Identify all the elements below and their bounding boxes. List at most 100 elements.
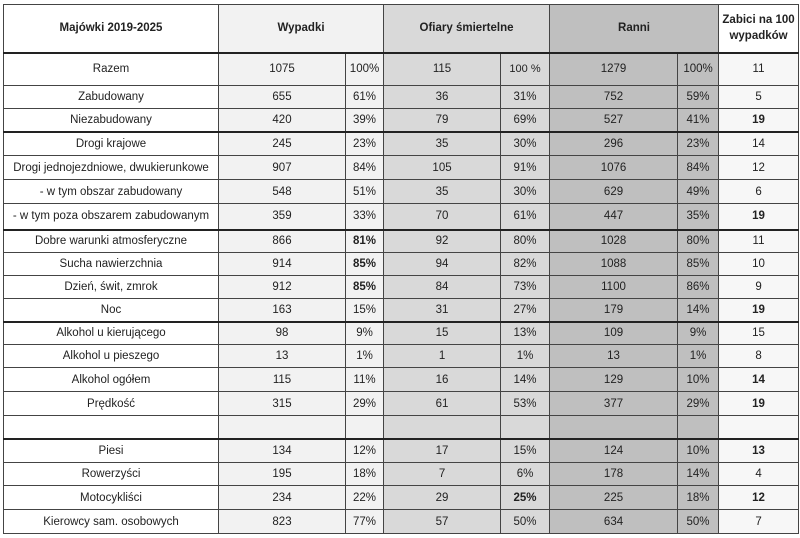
ofiary-count: 16: [383, 367, 502, 392]
ofiary-percent: 15%: [500, 438, 551, 463]
wypadki-percent: 18%: [344, 462, 385, 486]
table-row: Alkohol u kierującego 98 9% 15 13% 109 9% 15: [3, 321, 800, 345]
ofiary-percent: 25%: [500, 485, 551, 510]
zabici-na-100: 10: [718, 252, 800, 276]
header-zabici-na-100: Zabici na 100 wypadków: [718, 4, 800, 54]
wypadki-percent: 1%: [344, 344, 385, 368]
ranni-percent: 10%: [677, 438, 720, 463]
wypadki-percent: 39%: [344, 108, 385, 133]
row-label: Noc: [3, 298, 219, 323]
ranni-count: 296: [549, 131, 679, 156]
ranni-percent: 29%: [677, 391, 720, 416]
wypadki-percent: [344, 415, 385, 440]
zabici-na-100: 13: [718, 438, 800, 463]
wypadki-count: 13: [218, 344, 346, 368]
table-row: Dobre warunki atmosferyczne 866 81% 92 80% 10…: [3, 229, 800, 253]
header-ofiary: Ofiary śmiertelne: [383, 4, 551, 54]
table-row: Drogi jednojezdniowe, dwukierunkowe 907 84…: [3, 155, 800, 180]
ranni-percent: 1%: [677, 344, 720, 368]
table-row: Zabudowany 655 61% 36 31% 752 59% 5: [3, 85, 800, 109]
ranni-percent: 49%: [677, 179, 720, 204]
wypadki-count: 907: [218, 155, 346, 180]
row-label: Niezabudowany: [3, 108, 219, 133]
zabici-na-100: 4: [718, 462, 800, 486]
zabici-na-100: 12: [718, 155, 800, 180]
table-body: Razem 1075 100% 115 100 % 1279 100% 11 Zabudowan…: [3, 52, 800, 534]
ofiary-count: 79: [383, 108, 502, 133]
ranni-percent: 86%: [677, 275, 720, 299]
wypadki-percent: 9%: [344, 321, 385, 345]
ofiary-count: 35: [383, 179, 502, 204]
ranni-percent: 18%: [677, 485, 720, 510]
ofiary-count: 92: [383, 229, 502, 253]
zabici-na-100: 7: [718, 509, 800, 534]
ofiary-percent: 82%: [500, 252, 551, 276]
table-row: Rowerzyści 195 18% 7 6% 178 14% 4: [3, 462, 800, 486]
ranni-count: 179: [549, 298, 679, 323]
ofiary-count: 61: [383, 391, 502, 416]
wypadki-count: 1075: [218, 52, 346, 86]
row-label: Rowerzyści: [3, 462, 219, 486]
zabici-na-100: 19: [718, 298, 800, 323]
table-row: [3, 415, 800, 440]
wypadki-count: 163: [218, 298, 346, 323]
ofiary-percent: 61%: [500, 203, 551, 231]
wypadki-count: 359: [218, 203, 346, 231]
table-row: - w tym poza obszarem zabudowanym 359 33% 7…: [3, 203, 800, 231]
ranni-count: 377: [549, 391, 679, 416]
ranni-percent: 35%: [677, 203, 720, 231]
ofiary-percent: 69%: [500, 108, 551, 133]
wypadki-count: 548: [218, 179, 346, 204]
zabici-na-100: 14: [718, 367, 800, 392]
ofiary-percent: 30%: [500, 179, 551, 204]
ranni-count: [549, 415, 679, 440]
ranni-count: 1279: [549, 52, 679, 86]
table-row: - w tym obszar zabudowany 548 51% 35 30% 629 4…: [3, 179, 800, 204]
row-label: Motocykliści: [3, 485, 219, 510]
ranni-count: 527: [549, 108, 679, 133]
ofiary-percent: 50%: [500, 509, 551, 534]
ranni-count: 634: [549, 509, 679, 534]
wypadki-count: 655: [218, 85, 346, 109]
wypadki-count: 823: [218, 509, 346, 534]
zabici-na-100: 14: [718, 131, 800, 156]
ranni-percent: 50%: [677, 509, 720, 534]
ranni-percent: 14%: [677, 462, 720, 486]
wypadki-percent: 84%: [344, 155, 385, 180]
wypadki-percent: 81%: [344, 229, 385, 253]
ofiary-count: 84: [383, 275, 502, 299]
ranni-count: 124: [549, 438, 679, 463]
majowki-statistics-table: Majówki 2019-2025 Wypadki Ofiary śmierte…: [3, 4, 800, 534]
row-label: Alkohol u pieszego: [3, 344, 219, 368]
row-label: Drogi krajowe: [3, 131, 219, 156]
zabici-na-100: 6: [718, 179, 800, 204]
header-period: Majówki 2019-2025: [3, 4, 219, 54]
ranni-percent: 14%: [677, 298, 720, 323]
table-row: Motocykliści 234 22% 29 25% 225 18% 12: [3, 485, 800, 510]
ranni-count: 629: [549, 179, 679, 204]
row-label: [3, 415, 219, 440]
table-row: Razem 1075 100% 115 100 % 1279 100% 11: [3, 52, 800, 86]
ofiary-percent: 100 %: [500, 52, 551, 86]
wypadki-percent: 12%: [344, 438, 385, 463]
wypadki-count: 420: [218, 108, 346, 133]
ofiary-count: 57: [383, 509, 502, 534]
zabici-na-100: 5: [718, 85, 800, 109]
row-label: - w tym poza obszarem zabudowanym: [3, 203, 219, 231]
wypadki-count: 234: [218, 485, 346, 510]
wypadki-percent: 77%: [344, 509, 385, 534]
wypadki-count: 866: [218, 229, 346, 253]
wypadki-count: 912: [218, 275, 346, 299]
ranni-percent: 59%: [677, 85, 720, 109]
table-row: Kierowcy sam. osobowych 823 77% 57 50% 634 50%…: [3, 509, 800, 534]
ranni-percent: 80%: [677, 229, 720, 253]
wypadki-percent: 23%: [344, 131, 385, 156]
ofiary-count: 36: [383, 85, 502, 109]
ofiary-count: 35: [383, 131, 502, 156]
ofiary-percent: 53%: [500, 391, 551, 416]
row-label: Alkohol u kierującego: [3, 321, 219, 345]
ofiary-count: 15: [383, 321, 502, 345]
ofiary-percent: 73%: [500, 275, 551, 299]
zabici-na-100: 15: [718, 321, 800, 345]
ofiary-count: 105: [383, 155, 502, 180]
